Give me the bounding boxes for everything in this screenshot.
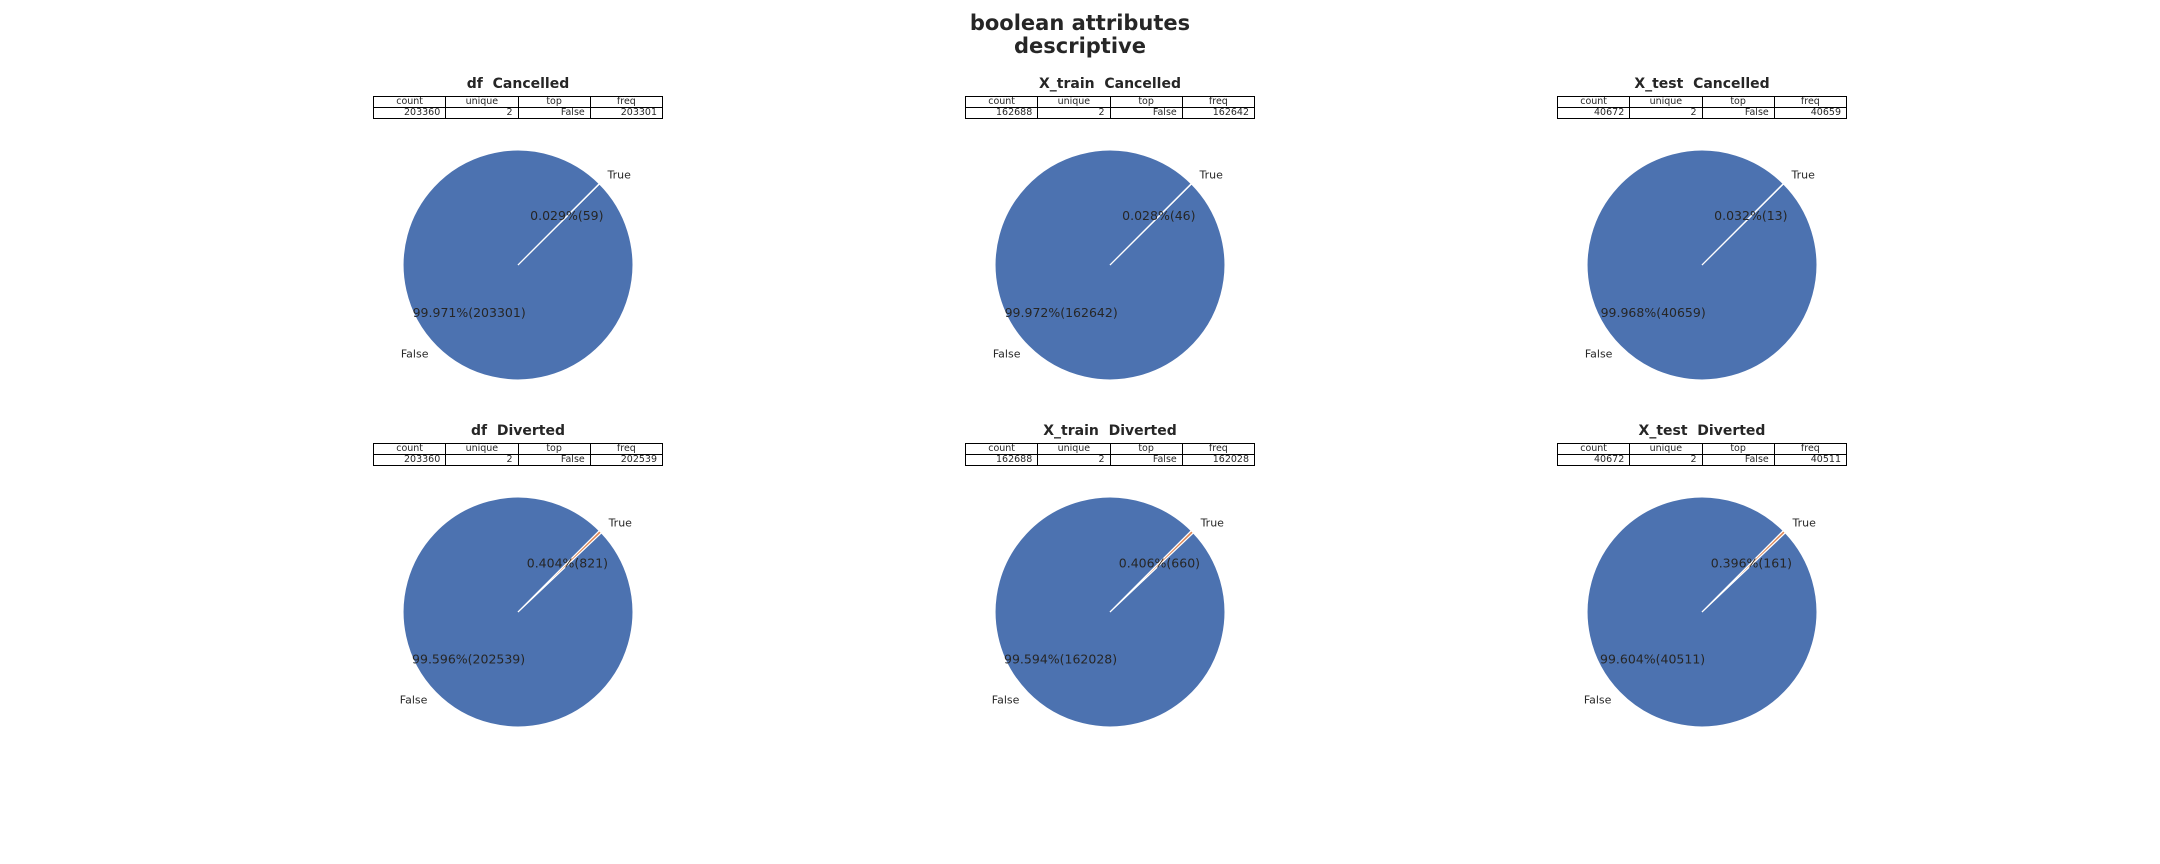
pie-title: X_test Cancelled — [1634, 76, 1770, 92]
pie-pct-label-true: 0.029%(59) — [530, 208, 603, 223]
pie-title: df Diverted — [470, 423, 565, 439]
pie-label-false: False — [400, 693, 428, 706]
pie-slice-true — [517, 182, 601, 266]
pie-title: X_train Diverted — [1043, 423, 1177, 439]
table-cell: 162028 — [1181, 454, 1256, 466]
table-cell: 40511 — [1773, 454, 1848, 466]
table-header-row: count unique top freq — [964, 96, 1256, 108]
pie-pct-label-true: 0.028%(46) — [1122, 208, 1195, 223]
pie-slice-true — [1701, 182, 1785, 266]
pie-panel: X_train Cancelled count unique top freq 16268… — [850, 76, 1370, 406]
pie-slice-true — [517, 529, 603, 613]
pie-chart: False True 99.594%(162028) 0.406%(660) — [992, 496, 1226, 728]
pie-title: df Cancelled — [466, 76, 570, 92]
table-cell: 203360 — [372, 107, 447, 119]
pie-pct-label-false: 99.596%(202539) — [412, 652, 525, 667]
table-header-row: count unique top freq — [372, 443, 664, 455]
table-cell: 162688 — [964, 454, 1039, 466]
pie-panel: X_test Cancelled count unique top freq 40672 2… — [1442, 76, 1962, 406]
table-cell: 202539 — [589, 454, 664, 466]
pie-label-true: True — [1791, 169, 1816, 182]
describe-table: count unique top freq 203360 2 False 203301 — [372, 96, 664, 119]
pie-pct-label-true: 0.406%(660) — [1119, 555, 1200, 570]
table-cell: 40672 — [1556, 454, 1631, 466]
figure-title-line-2: descriptive — [1014, 34, 1146, 58]
table-row: 203360 2 False 202539 — [372, 454, 664, 466]
describe-table: count unique top freq 40672 2 False 40511 — [1556, 443, 1848, 466]
pie-slice-true — [1701, 529, 1787, 613]
describe-table: count unique top freq 203360 2 False 202539 — [372, 443, 664, 466]
describe-table: count unique top freq 162688 2 False 162028 — [964, 443, 1256, 466]
table-cell: 203301 — [589, 107, 664, 119]
pie-chart: False True 99.604%(40511) 0.396%(161) — [1584, 496, 1818, 728]
pie-label-true: True — [1792, 517, 1817, 530]
pie-pct-label-false: 99.604%(40511) — [1600, 652, 1705, 667]
table-row: 162688 2 False 162642 — [964, 107, 1256, 119]
table-header-row: count unique top freq — [372, 96, 664, 108]
table-cell: 2 — [1037, 454, 1111, 466]
table-cell: 40672 — [1556, 107, 1631, 119]
pie-slice-true — [1109, 529, 1195, 613]
table-row: 40672 2 False 40659 — [1556, 107, 1848, 119]
figure-title-line-1: boolean attributes — [969, 11, 1191, 35]
figure-title: boolean attributes descriptive — [880, 12, 1280, 58]
table-row: 40672 2 False 40511 — [1556, 454, 1848, 466]
table-cell: 162642 — [1181, 107, 1256, 119]
pie-label-true: True — [1199, 169, 1224, 182]
describe-table: count unique top freq 40672 2 False 40659 — [1556, 96, 1848, 119]
pie-label-false: False — [992, 693, 1020, 706]
pie-chart: False True 99.596%(202539) 0.404%(821) — [400, 496, 634, 728]
pie-label-false: False — [993, 347, 1021, 360]
pie-panel: X_train Diverted count unique top freq 162688… — [850, 423, 1370, 753]
pie-slice-true — [1109, 182, 1193, 266]
pie-label-false: False — [401, 347, 429, 360]
describe-table: count unique top freq 162688 2 False 162642 — [964, 96, 1256, 119]
pie-chart: False True 99.968%(40659) 0.032%(13) — [1585, 149, 1818, 381]
pie-label-true: True — [607, 169, 632, 182]
pie-panel: df Diverted count unique top freq 203360 2 Fals… — [258, 423, 778, 753]
table-row: 162688 2 False 162028 — [964, 454, 1256, 466]
pie-panel: df Cancelled count unique top freq 203360 2 Fal… — [258, 76, 778, 406]
pie-pct-label-false: 99.972%(162642) — [1005, 305, 1118, 320]
pie-chart: False True 99.971%(203301) 0.029%(59) — [401, 149, 634, 381]
pie-title: X_test Diverted — [1638, 423, 1766, 439]
pie-pct-label-false: 99.971%(203301) — [413, 305, 526, 320]
table-cell: False — [517, 107, 591, 119]
pie-chart: False True 99.972%(162642) 0.028%(46) — [993, 149, 1226, 381]
pie-panel: X_test Diverted count unique top freq 40672 2 F… — [1442, 423, 1962, 753]
table-header-row: count unique top freq — [1556, 443, 1848, 455]
pie-title: X_train Cancelled — [1039, 76, 1181, 92]
pie-pct-label-true: 0.404%(821) — [527, 555, 608, 570]
table-row: 203360 2 False 203301 — [372, 107, 664, 119]
pie-pct-label-false: 99.594%(162028) — [1004, 652, 1117, 667]
table-cell: 2 — [445, 107, 519, 119]
table-header-row: count unique top freq — [1556, 96, 1848, 108]
pie-label-false: False — [1584, 693, 1612, 706]
pie-label-true: True — [1200, 517, 1225, 530]
pie-label-false: False — [1585, 347, 1613, 360]
pie-pct-label-true: 0.396%(161) — [1711, 555, 1792, 570]
pie-pct-label-false: 99.968%(40659) — [1601, 305, 1706, 320]
table-cell: 40659 — [1773, 107, 1848, 119]
pie-pct-label-true: 0.032%(13) — [1714, 208, 1787, 223]
pie-label-true: True — [608, 517, 633, 530]
